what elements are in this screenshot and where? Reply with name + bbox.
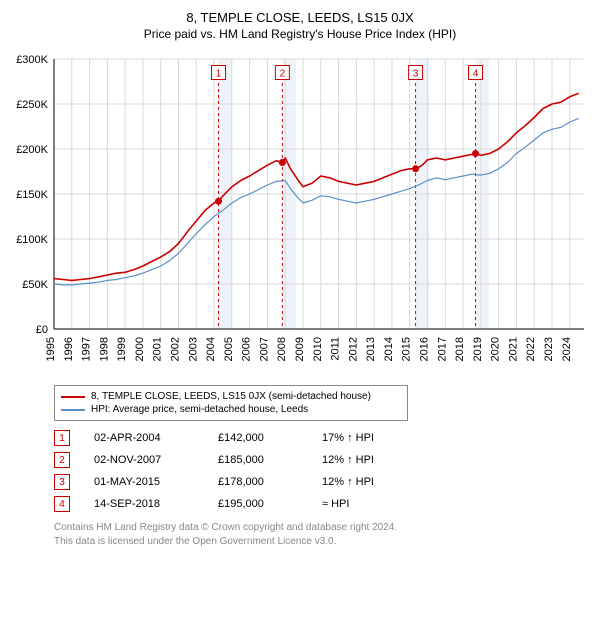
svg-text:2005: 2005 [223,337,235,361]
sale-price: £185,000 [218,454,298,466]
svg-text:2023: 2023 [543,337,555,361]
sale-diff: 17% ↑ HPI [322,432,402,444]
svg-text:1995: 1995 [45,337,57,361]
svg-text:2016: 2016 [418,337,430,361]
svg-text:2021: 2021 [507,337,519,361]
svg-text:4: 4 [473,69,479,80]
svg-text:2015: 2015 [401,337,413,361]
sale-marker: 2 [54,452,70,468]
svg-text:2017: 2017 [436,337,448,361]
sale-date: 02-APR-2004 [94,432,194,444]
sales-table: 1 02-APR-2004 £142,000 17% ↑ HPI 2 02-NOV-200… [54,427,590,515]
sale-date: 01-MAY-2015 [94,476,194,488]
svg-text:£300K: £300K [16,54,48,66]
svg-text:2011: 2011 [330,337,342,361]
svg-text:2020: 2020 [490,337,502,361]
legend-label: 8, TEMPLE CLOSE, LEEDS, LS15 0JX (semi-d… [91,391,371,402]
svg-text:2001: 2001 [152,337,164,361]
svg-text:2014: 2014 [383,337,395,361]
sale-marker: 3 [54,474,70,490]
svg-text:£250K: £250K [16,99,48,111]
sale-diff: 12% ↑ HPI [322,476,402,488]
sale-marker: 1 [54,430,70,446]
svg-text:2018: 2018 [454,337,466,361]
svg-text:2006: 2006 [241,337,253,361]
svg-text:£100K: £100K [16,234,48,246]
page-subtitle: Price paid vs. HM Land Registry's House … [10,27,590,41]
page-title: 8, TEMPLE CLOSE, LEEDS, LS15 0JX [10,10,590,25]
sale-price: £142,000 [218,432,298,444]
svg-text:£0: £0 [36,324,48,336]
svg-text:1999: 1999 [116,337,128,361]
svg-text:2000: 2000 [134,337,146,361]
svg-text:2013: 2013 [365,337,377,361]
sale-diff: 12% ↑ HPI [322,454,402,466]
sale-date: 14-SEP-2018 [94,498,194,510]
sale-row: 2 02-NOV-2007 £185,000 12% ↑ HPI [54,449,590,471]
sale-diff: ≈ HPI [322,498,402,510]
legend-swatch [61,396,85,398]
legend-label: HPI: Average price, semi-detached house,… [91,404,308,415]
svg-text:2019: 2019 [472,337,484,361]
svg-text:2003: 2003 [187,337,199,361]
sale-row: 4 14-SEP-2018 £195,000 ≈ HPI [54,493,590,515]
svg-text:1997: 1997 [81,337,93,361]
sale-row: 1 02-APR-2004 £142,000 17% ↑ HPI [54,427,590,449]
svg-text:2009: 2009 [294,337,306,361]
sale-row: 3 01-MAY-2015 £178,000 12% ↑ HPI [54,471,590,493]
svg-text:2022: 2022 [525,337,537,361]
svg-text:2007: 2007 [258,337,270,361]
svg-text:2004: 2004 [205,337,217,361]
svg-text:2010: 2010 [312,337,324,361]
svg-text:1998: 1998 [98,337,110,361]
svg-text:2: 2 [280,69,286,80]
svg-text:£150K: £150K [16,189,48,201]
svg-text:1996: 1996 [63,337,75,361]
svg-text:2002: 2002 [169,337,181,361]
svg-text:2012: 2012 [347,337,359,361]
svg-text:£50K: £50K [22,279,48,291]
legend-row: 8, TEMPLE CLOSE, LEEDS, LS15 0JX (semi-d… [61,390,401,403]
footer-line: Contains HM Land Registry data © Crown c… [54,521,590,535]
sale-date: 02-NOV-2007 [94,454,194,466]
svg-text:2008: 2008 [276,337,288,361]
sale-price: £178,000 [218,476,298,488]
sale-marker: 4 [54,496,70,512]
footer-line: This data is licensed under the Open Gov… [54,535,590,549]
legend-row: HPI: Average price, semi-detached house,… [61,403,401,416]
svg-text:£200K: £200K [16,144,48,156]
footer-attribution: Contains HM Land Registry data © Crown c… [54,521,590,548]
svg-text:2024: 2024 [561,337,573,361]
sale-price: £195,000 [218,498,298,510]
chart-legend: 8, TEMPLE CLOSE, LEEDS, LS15 0JX (semi-d… [54,385,408,421]
price-chart: £0 £50K £100K £150K £200K £250K £300K 1995 1996 1… [10,49,590,379]
svg-text:1: 1 [216,69,222,80]
legend-swatch [61,409,85,411]
svg-text:3: 3 [413,69,419,80]
